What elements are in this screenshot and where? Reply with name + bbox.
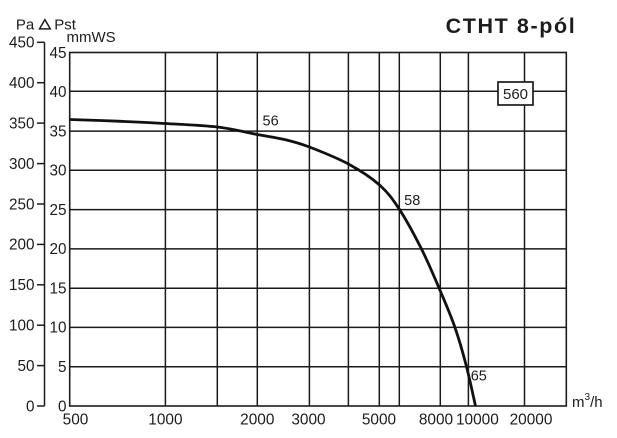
svg-text:25: 25 <box>49 202 66 219</box>
svg-text:0: 0 <box>58 398 67 415</box>
svg-text:5000: 5000 <box>362 411 396 428</box>
svg-text:1000: 1000 <box>148 411 182 428</box>
svg-text:45: 45 <box>49 45 66 62</box>
svg-text:200: 200 <box>9 237 35 254</box>
svg-text:Pa: Pa <box>16 17 35 34</box>
svg-text:56: 56 <box>263 114 279 130</box>
svg-text:10: 10 <box>49 320 66 337</box>
svg-text:5: 5 <box>58 359 67 376</box>
svg-text:100: 100 <box>9 318 35 335</box>
svg-text:8000: 8000 <box>419 411 453 428</box>
svg-text:3000: 3000 <box>291 411 325 428</box>
svg-text:0: 0 <box>26 398 35 415</box>
svg-text:20000: 20000 <box>510 411 553 428</box>
svg-text:m3/h: m3/h <box>572 392 603 411</box>
svg-text:Pst: Pst <box>54 17 77 34</box>
svg-text:30: 30 <box>49 163 66 180</box>
svg-text:20: 20 <box>49 241 66 258</box>
svg-text:15: 15 <box>49 281 66 298</box>
svg-text:2000: 2000 <box>240 411 274 428</box>
svg-text:58: 58 <box>404 193 420 209</box>
svg-text:350: 350 <box>9 115 35 132</box>
svg-text:500: 500 <box>63 411 89 428</box>
svg-text:560: 560 <box>503 86 528 103</box>
svg-text:10000: 10000 <box>456 411 499 428</box>
svg-text:65: 65 <box>471 369 487 385</box>
svg-text:CTHT 8-pól: CTHT 8-pól <box>446 14 577 38</box>
svg-text:250: 250 <box>9 196 35 213</box>
svg-text:450: 450 <box>9 35 35 52</box>
svg-text:35: 35 <box>49 123 66 140</box>
svg-text:50: 50 <box>17 358 34 375</box>
svg-text:300: 300 <box>9 156 35 173</box>
svg-text:mmWS: mmWS <box>67 29 116 46</box>
svg-text:40: 40 <box>49 84 66 101</box>
svg-text:400: 400 <box>9 75 35 92</box>
svg-text:150: 150 <box>9 277 35 294</box>
